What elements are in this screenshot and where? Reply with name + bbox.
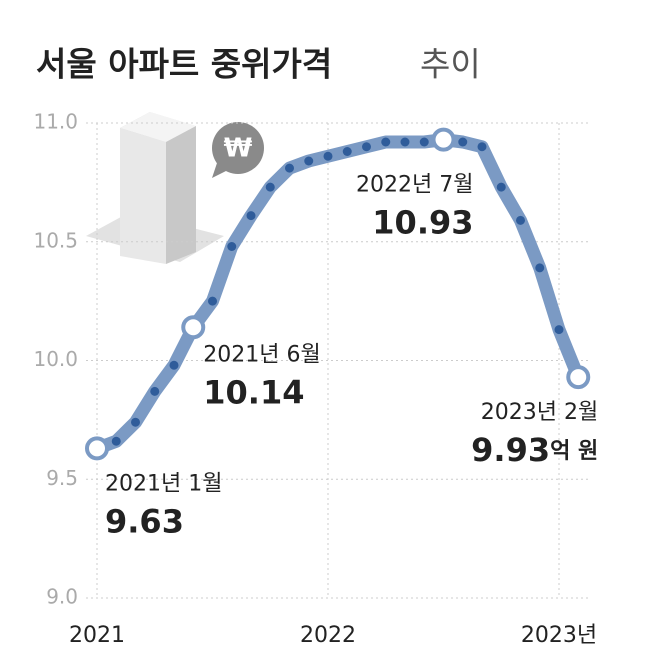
- point: [265, 182, 275, 192]
- point: [535, 263, 545, 273]
- chart-title-suffix: 추이: [420, 45, 481, 84]
- point: [208, 296, 217, 306]
- chart-title: 서울 아파트 중위가격: [36, 45, 332, 84]
- annotation-label: 2021년 6월: [203, 342, 320, 367]
- point: [169, 360, 179, 370]
- highlight-point: [566, 365, 591, 390]
- point: [496, 182, 506, 192]
- highlight-point: [431, 127, 456, 152]
- point: [285, 163, 294, 173]
- point: [362, 142, 371, 152]
- highlight-point: [181, 315, 206, 340]
- point: [419, 137, 429, 147]
- point: [516, 215, 525, 225]
- point: [131, 417, 140, 427]
- point: [342, 147, 352, 156]
- highlight-point: [85, 436, 109, 461]
- line: [90, 133, 585, 455]
- y-tick-label: 9.0: [46, 585, 78, 609]
- annotation-value: 10.93: [372, 204, 473, 242]
- annotation-value-number: 9.63: [105, 502, 184, 540]
- y-tick-label: 10.5: [33, 228, 78, 252]
- y-tick-label: 11.0: [33, 110, 78, 134]
- x-tick-label: 2021: [69, 623, 125, 648]
- point: [246, 211, 256, 221]
- point: [111, 436, 121, 446]
- point: [150, 386, 160, 396]
- y-tick-label: 9.5: [46, 466, 78, 490]
- point: [227, 242, 237, 251]
- annotation-value: 9.63: [105, 502, 184, 540]
- point: [554, 325, 564, 335]
- point: [323, 151, 333, 161]
- unit: 억 원: [550, 439, 598, 464]
- point: [400, 137, 410, 147]
- y-tick-label: 10.0: [33, 347, 78, 371]
- point: [381, 137, 391, 147]
- point: [304, 156, 314, 166]
- x-tick-label: 2023년: [521, 623, 597, 648]
- annotation-value-number: 10.14: [203, 373, 304, 411]
- annotation-value-number: 9.93: [471, 431, 550, 469]
- annotation-label: 2022년 7월: [356, 173, 473, 198]
- annotation-value: 9.93억 원: [471, 431, 598, 469]
- x-tick-label: 2022: [300, 623, 356, 648]
- point: [477, 142, 487, 152]
- building-icon: ₩: [86, 112, 264, 264]
- point: [458, 137, 468, 147]
- svg-text:₩: ₩: [224, 134, 253, 164]
- annotation-value-number: 10.93: [372, 204, 473, 242]
- annotation-label: 2023년 2월: [481, 400, 598, 425]
- annotation-label: 2021년 1월: [105, 471, 222, 496]
- annotation-value: 10.14: [203, 373, 304, 411]
